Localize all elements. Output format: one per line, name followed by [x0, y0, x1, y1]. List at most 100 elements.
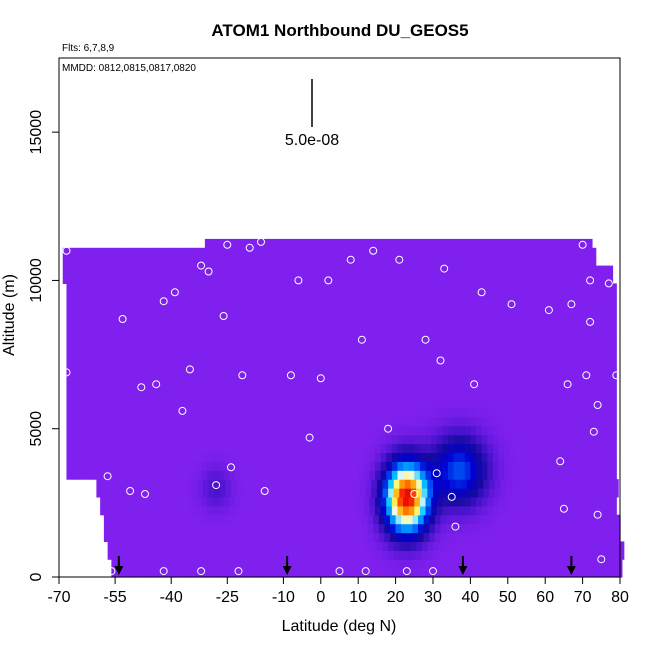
heatmap-cell [251, 381, 258, 391]
heatmap-cell [470, 318, 477, 329]
heatmap-cell [526, 425, 533, 436]
heatmap-cell [223, 568, 230, 578]
heatmap-cell [77, 292, 84, 302]
heatmap-cell [234, 559, 241, 569]
heatmap-cell [595, 541, 602, 551]
heatmap-cell [330, 461, 337, 471]
heatmap-cell [346, 443, 354, 454]
heatmap-cell [539, 488, 546, 498]
heatmap-cell [391, 461, 399, 471]
heatmap-cell [550, 247, 558, 258]
heatmap-cell [466, 488, 473, 498]
heatmap-cell [122, 434, 129, 445]
heatmap-cell [565, 327, 572, 338]
heatmap-cell [537, 407, 544, 418]
x-tick-label: -40 [160, 589, 183, 606]
heatmap-cell [404, 541, 412, 551]
heatmap-cell [346, 568, 354, 578]
heatmap-cell [262, 470, 270, 480]
heatmap-cell [102, 488, 109, 498]
heatmap-cell [201, 461, 208, 471]
heatmap-cell [72, 363, 79, 373]
heatmap-cell [292, 541, 299, 551]
heatmap-cell [225, 256, 232, 267]
heatmap-cell [318, 461, 326, 471]
heatmap-cell [369, 372, 376, 382]
heatmap-cell [528, 550, 535, 560]
heatmap-cell [487, 372, 494, 382]
heatmap-cell [79, 256, 86, 267]
heatmap-cell [225, 247, 232, 258]
y-tick-label: 15000 [28, 110, 45, 155]
heatmap-cell [522, 488, 529, 498]
heatmap-cell [266, 532, 273, 543]
heatmap-cell [154, 523, 161, 534]
heatmap-cell [369, 399, 376, 409]
heatmap-cell [425, 381, 432, 391]
heatmap-cell [373, 523, 380, 534]
heatmap-cell [135, 274, 142, 284]
heatmap-cell [453, 310, 460, 320]
heatmap-cell [173, 399, 180, 409]
heatmap-cell [201, 354, 208, 365]
heatmap-cell [391, 434, 399, 445]
heatmap-cell [375, 381, 382, 391]
heatmap-cell [358, 470, 365, 480]
heatmap-cell [481, 443, 488, 454]
heatmap-cell [326, 541, 333, 551]
heatmap-cell [346, 399, 354, 409]
heatmap-cell [221, 514, 228, 525]
heatmap-cell [520, 568, 528, 578]
heatmap-cell [285, 496, 292, 507]
heatmap-cell [563, 532, 571, 543]
heatmap-cell [318, 452, 326, 462]
heatmap-cell [139, 327, 146, 338]
heatmap-cell [354, 488, 361, 498]
heatmap-cell [436, 568, 443, 578]
heatmap-cell [302, 452, 309, 462]
heatmap-cell [180, 247, 187, 258]
heatmap-cell [545, 488, 552, 498]
heatmap-cell [442, 425, 449, 436]
heatmap-cell [270, 265, 277, 276]
heatmap-cell [315, 265, 322, 276]
heatmap-cell [576, 470, 584, 480]
heatmap-cell [100, 292, 107, 302]
flight-marker-arrowhead [282, 566, 292, 575]
heatmap-cell [515, 568, 522, 578]
heatmap-cell [174, 274, 182, 284]
heatmap-cell [358, 390, 365, 400]
heatmap-cell [178, 505, 185, 516]
heatmap-cell [337, 488, 344, 498]
heatmap-cell [397, 470, 404, 480]
heatmap-cell [341, 407, 348, 418]
heatmap-cell [159, 532, 167, 543]
heatmap-cell [593, 452, 601, 462]
heatmap-cell [543, 381, 550, 391]
heatmap-cell [150, 292, 157, 302]
heatmap-cell [576, 461, 584, 471]
heatmap-cell [307, 416, 314, 427]
heatmap-cell [464, 301, 471, 311]
heatmap-cell [83, 310, 90, 320]
heatmap-cell [610, 327, 617, 338]
heatmap-cell [369, 559, 376, 569]
heatmap-cell [212, 399, 219, 409]
heatmap-cell [595, 550, 602, 560]
heatmap-cell [380, 443, 387, 454]
heatmap-cell [442, 434, 449, 445]
heatmap-cell [122, 568, 129, 578]
heatmap-cell [369, 327, 376, 338]
heatmap-cell [470, 354, 477, 365]
heatmap-cell [562, 488, 569, 498]
heatmap-cell [102, 479, 109, 489]
heatmap-cell [453, 443, 460, 454]
heatmap-cell [77, 381, 84, 391]
heatmap-cell [380, 363, 387, 373]
heatmap-cell [403, 559, 410, 569]
heatmap-cell [184, 505, 191, 516]
heatmap-cell [266, 514, 273, 525]
heatmap-cell [346, 470, 354, 480]
heatmap-cell [550, 265, 558, 276]
heatmap-cell [72, 327, 79, 338]
